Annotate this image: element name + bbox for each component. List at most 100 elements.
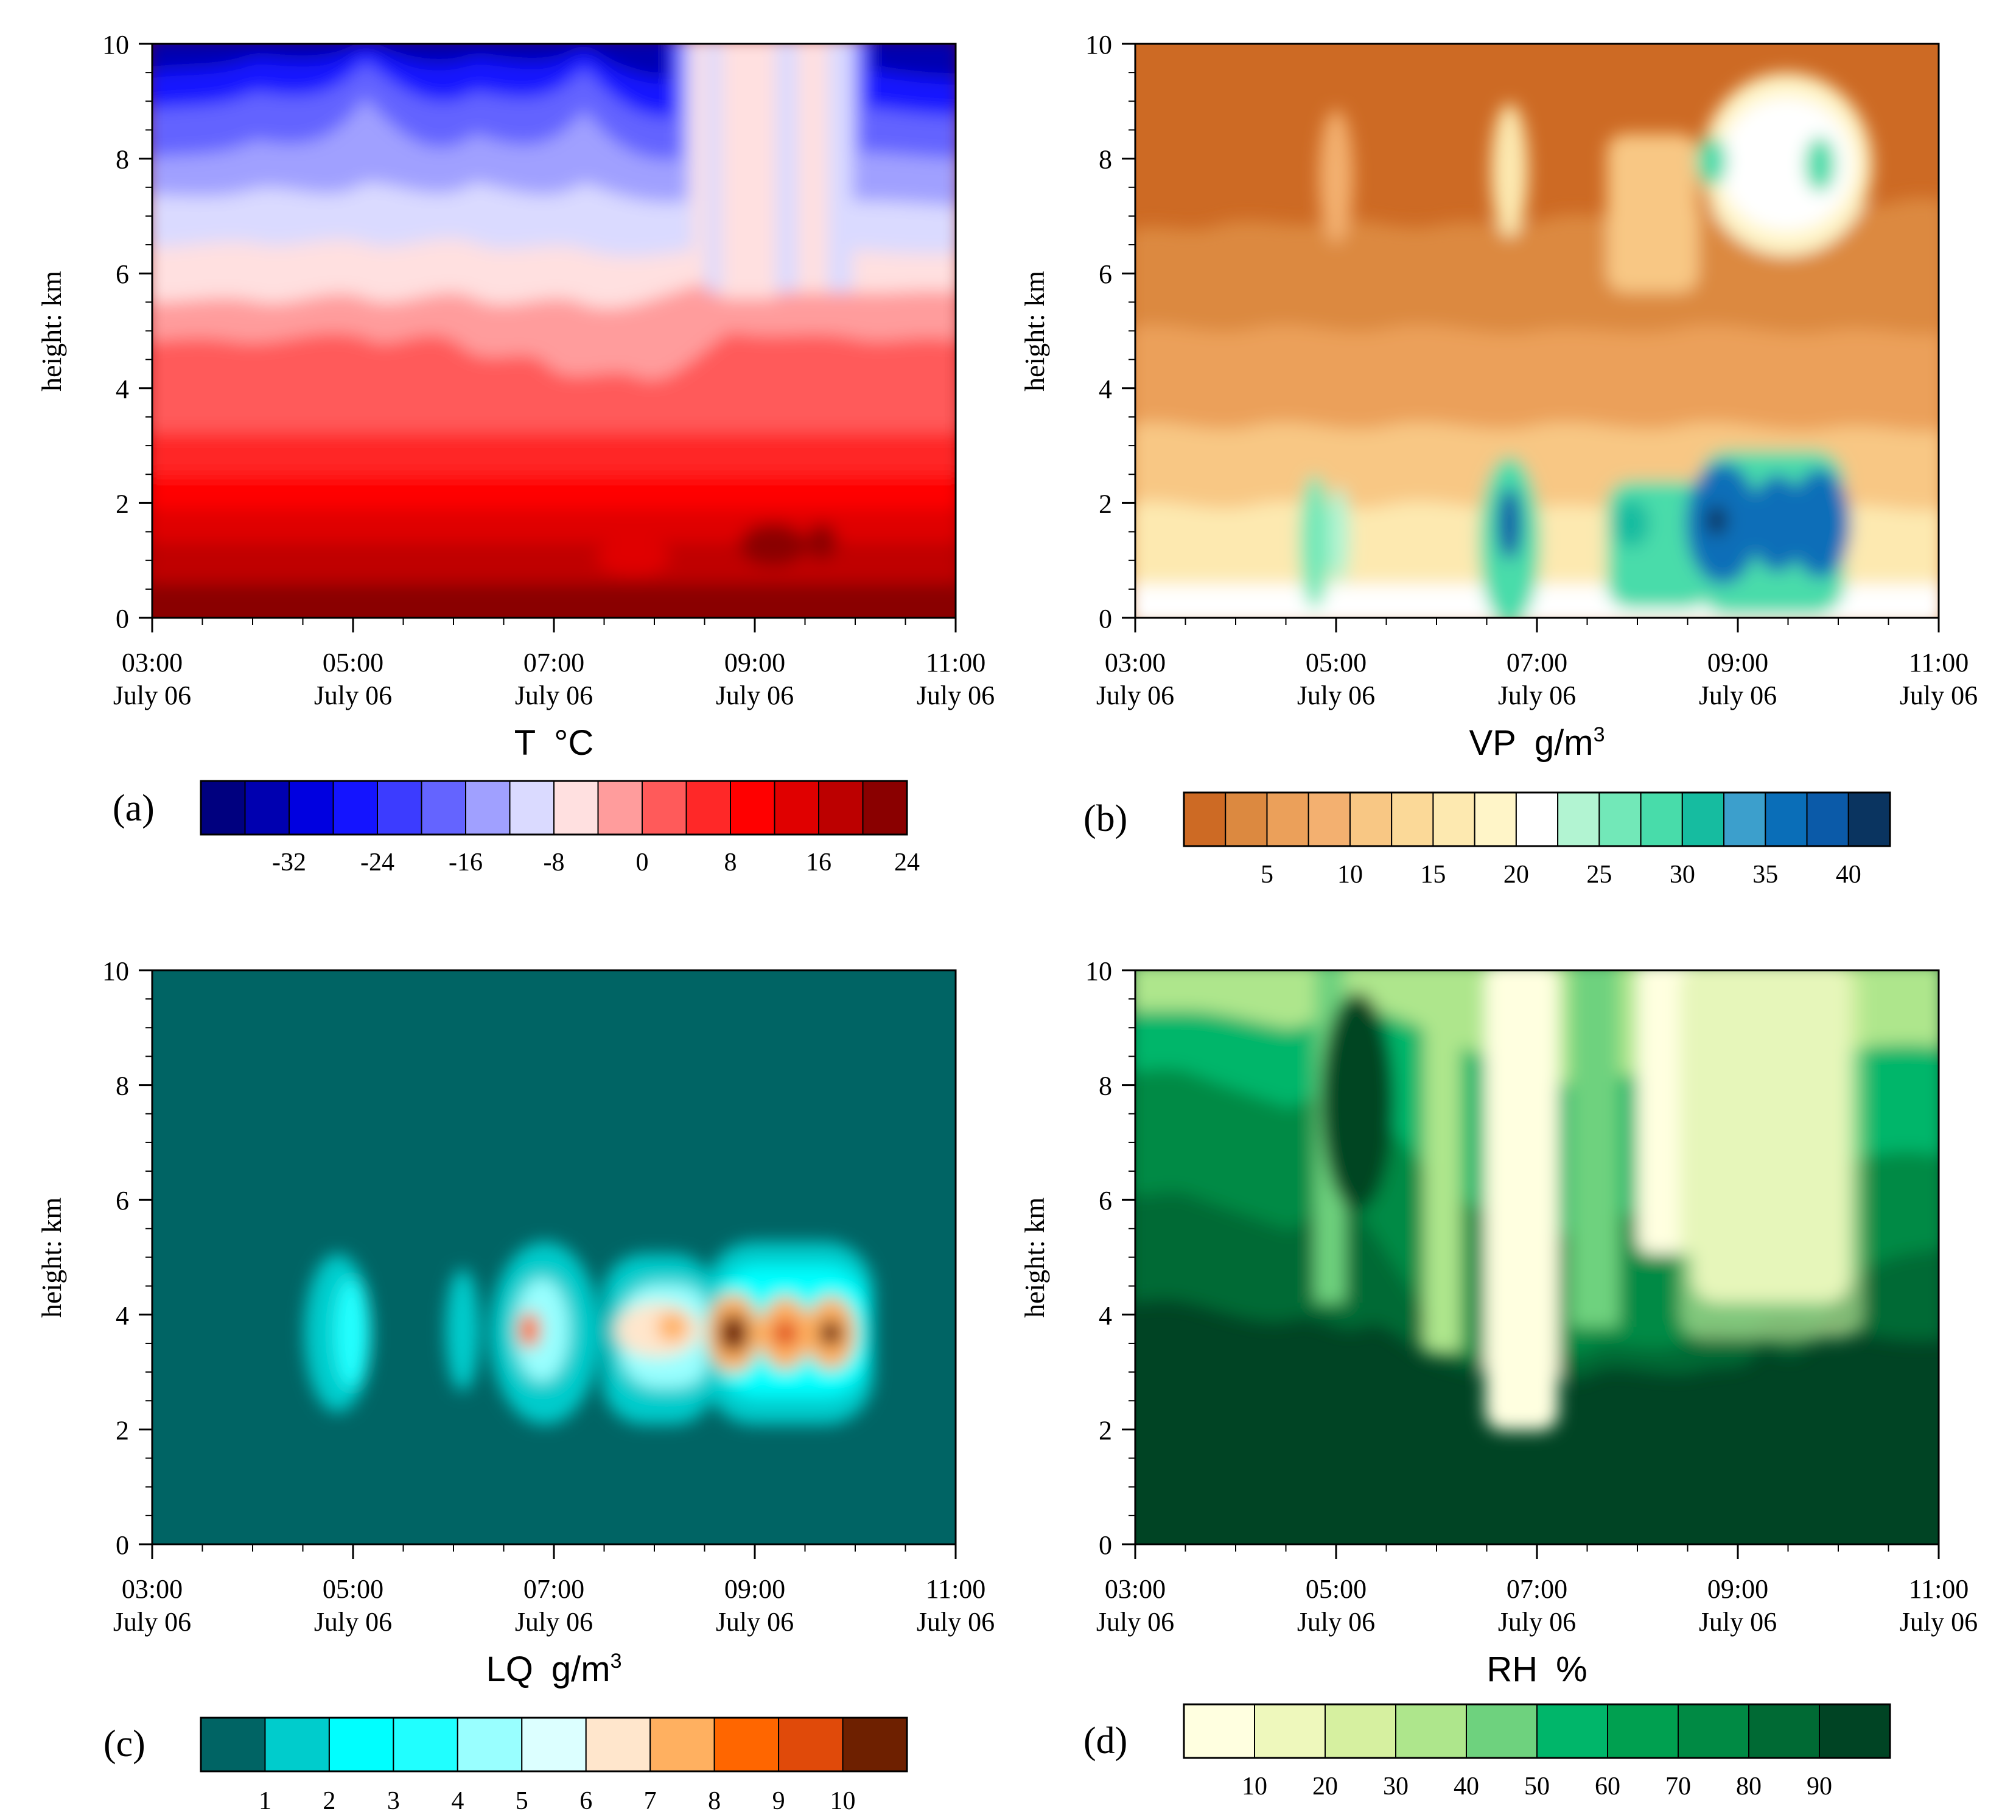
colorbar-swatch xyxy=(597,780,643,835)
y-tick-label: 8 xyxy=(1099,1071,1112,1101)
colorbar-swatch xyxy=(585,1717,651,1772)
x-tick-label: 07:00 July 06 xyxy=(1498,1574,1576,1637)
colorbar-swatch xyxy=(642,780,687,835)
colorbar-tick-label: 15 xyxy=(1420,861,1446,889)
colorbar-tick-label: 2 xyxy=(323,1787,335,1815)
plot-area-c xyxy=(152,970,956,1544)
panel-label-c: (c) xyxy=(103,1723,145,1765)
colorbar-swatch xyxy=(1640,792,1683,847)
colorbar-tick-label: 6 xyxy=(579,1787,592,1815)
colorbar-tick-label: 10 xyxy=(830,1787,856,1815)
colorbar-swatch xyxy=(1225,792,1268,847)
colorbar-swatch xyxy=(1819,1704,1891,1759)
colorbar-swatch xyxy=(264,1717,330,1772)
colorbar-tick-label: 1 xyxy=(259,1787,271,1815)
colorbar-c: 1 2 3 4 5 6 7 8 9 10 xyxy=(200,1717,908,1815)
y-tick-label: 10 xyxy=(102,956,129,986)
colorbar-swatch xyxy=(1395,1704,1467,1759)
y-axis-c: height: km 0 2 4 6 8 10 xyxy=(36,956,152,1560)
colorbar-b: 5 10 15 20 25 30 35 40 xyxy=(1183,791,1891,889)
x-tick-label: 09:00 July 06 xyxy=(716,1574,794,1637)
plot-area-a xyxy=(152,44,956,618)
colorbar-swatch xyxy=(1607,1704,1679,1759)
x-tick-label: 03:00 July 06 xyxy=(113,1574,191,1637)
colorbar-swatch xyxy=(332,780,378,835)
y-tick-label: 4 xyxy=(116,374,129,404)
x-tick-label: 03:00 July 06 xyxy=(113,648,191,710)
x-tick-label: 07:00 July 06 xyxy=(1498,648,1576,710)
x-axis-title-d: RH% xyxy=(1486,1650,1587,1689)
colorbar-swatch xyxy=(377,780,422,835)
x-tick-label: 09:00 July 06 xyxy=(1699,1574,1777,1637)
y-tick-label: 4 xyxy=(116,1301,129,1331)
y-tick-label: 6 xyxy=(1099,1186,1112,1216)
colorbar-tick-label: 60 xyxy=(1595,1773,1620,1801)
colorbar-swatch xyxy=(685,780,731,835)
x-tick-label: 05:00 July 06 xyxy=(1297,1574,1375,1637)
colorbar-swatch xyxy=(1266,792,1309,847)
colorbar-swatch xyxy=(465,780,511,835)
y-tick-label: 8 xyxy=(116,145,129,175)
colorbar-tick-label: 7 xyxy=(644,1787,657,1815)
y-axis-b: height: km 0 2 4 6 8 10 xyxy=(1019,30,1135,634)
colorbar-swatch xyxy=(730,780,775,835)
panel-label-b: (b) xyxy=(1083,798,1127,839)
panel-label-a: (a) xyxy=(113,788,155,829)
x-tick-label: 09:00 July 06 xyxy=(716,648,794,710)
colorbar-tick-label: 20 xyxy=(1312,1773,1338,1801)
colorbar-d: 10 20 30 40 50 60 70 80 90 xyxy=(1183,1703,1891,1801)
colorbar-tick-label: 25 xyxy=(1586,861,1612,889)
colorbar-tick-label: 4 xyxy=(451,1787,464,1815)
x-tick-label: 11:00 July 06 xyxy=(917,648,995,710)
colorbar-swatch xyxy=(1391,792,1434,847)
y-tick-label: 2 xyxy=(1099,489,1112,519)
colorbar-tick-label: 10 xyxy=(1337,861,1363,889)
colorbar-swatch xyxy=(244,780,290,835)
colorbar-swatch xyxy=(457,1717,523,1772)
colorbar-tick-label: 20 xyxy=(1503,861,1529,889)
colorbar-swatch xyxy=(1598,792,1642,847)
x-axis-title-b: VP g/m3 xyxy=(1469,723,1605,763)
colorbar-tick-label: 40 xyxy=(1454,1773,1479,1801)
colorbar-swatch xyxy=(289,780,334,835)
colorbar-swatch xyxy=(1723,792,1766,847)
y-axis-label-d: height: km xyxy=(1019,1197,1050,1318)
colorbar-swatch xyxy=(1847,792,1891,847)
colorbar-swatch xyxy=(1254,1704,1326,1759)
y-tick-label: 6 xyxy=(1099,259,1112,289)
x-tick-label: 05:00 July 06 xyxy=(314,648,392,710)
colorbar-tick-label: 8 xyxy=(724,849,737,877)
y-tick-label: 2 xyxy=(1099,1415,1112,1445)
colorbar-swatch xyxy=(509,780,555,835)
colorbar-tick-label: -16 xyxy=(449,849,483,877)
y-tick-label: 0 xyxy=(1099,604,1112,634)
colorbar-tick-label: -32 xyxy=(272,849,306,877)
y-tick-label: 6 xyxy=(116,259,129,289)
colorbar-swatch xyxy=(1466,1704,1538,1759)
y-tick-label: 8 xyxy=(1099,145,1112,175)
x-axis-b: 03:00 July 06 05:00 July 06 07:00 July 06 09:0… xyxy=(1096,618,1978,710)
colorbar-swatch xyxy=(1681,792,1725,847)
colorbar-frame xyxy=(1183,791,1891,847)
colorbar-swatch xyxy=(1678,1704,1749,1759)
colorbar-swatch xyxy=(1748,1704,1820,1759)
colorbar-tick-label: 80 xyxy=(1736,1773,1762,1801)
x-axis-d: 03:00 July 06 05:00 July 06 07:00 July 06 09:0… xyxy=(1096,1544,1978,1637)
colorbar-tick-label: 9 xyxy=(772,1787,785,1815)
colorbar-tick-label: 3 xyxy=(387,1787,400,1815)
panel-d: height: km 0 2 4 6 8 10 03:00 July 06 05:00 July… xyxy=(1019,956,1978,1801)
colorbar-swatch xyxy=(1307,792,1351,847)
colorbar-swatch xyxy=(774,780,819,835)
colorbar-swatch xyxy=(1515,792,1559,847)
colorbar-swatch xyxy=(421,780,466,835)
colorbar-tick-label: 40 xyxy=(1836,861,1861,889)
colorbar-swatch xyxy=(1765,792,1808,847)
x-tick-label: 09:00 July 06 xyxy=(1699,648,1777,710)
x-tick-label: 03:00 July 06 xyxy=(1096,1574,1174,1637)
y-axis-d: height: km 0 2 4 6 8 10 xyxy=(1019,956,1135,1560)
colorbar-swatch xyxy=(521,1717,587,1772)
colorbar-swatch xyxy=(1325,1704,1396,1759)
x-axis-a: 03:00 July 06 05:00 July 06 07:00 July 06 09:0… xyxy=(113,618,995,710)
y-tick-label: 4 xyxy=(1099,1301,1112,1331)
y-tick-label: 4 xyxy=(1099,374,1112,404)
